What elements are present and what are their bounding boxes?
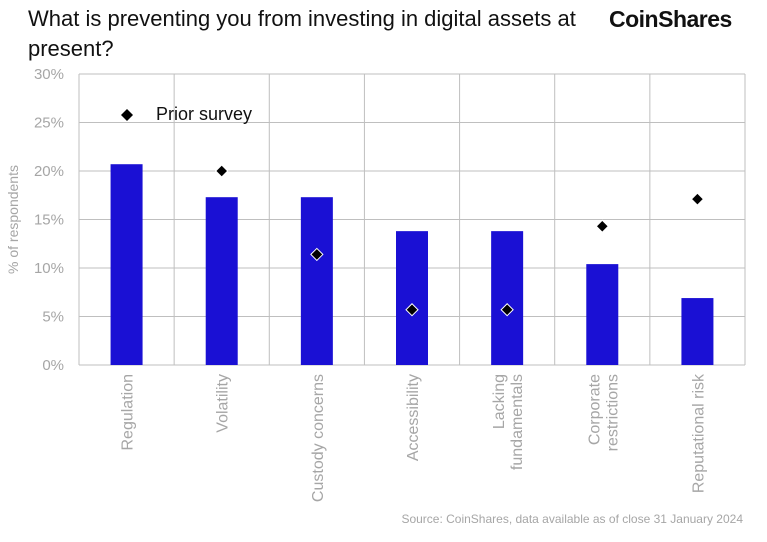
bar-3 [300,197,333,365]
x-category-label: restrictions [604,374,621,451]
chart-title: What is preventing you from investing in… [28,6,576,61]
y-tick-label: 0% [42,357,64,374]
bar-2 [205,197,238,365]
legend-diamond-icon [121,109,133,121]
coinshares-logo: CoinShares [609,6,732,32]
y-tick-label: 20% [34,163,64,180]
bar-4 [396,231,428,365]
bar-5 [491,231,524,365]
source-note: Source: CoinShares, data available as of… [401,512,743,526]
prior-survey-marker-7 [690,192,705,206]
prior-survey-marker-4 [405,303,419,317]
x-category-label: Custody concerns [310,374,327,502]
x-category-label: Corporate [586,374,603,445]
bar-6 [586,264,619,365]
prior-survey-marker-3 [310,247,324,262]
x-category-label: Volatility [215,374,232,433]
x-category-label: fundamentals [509,374,526,470]
x-category-label: Regulation [120,374,137,451]
bar-7 [681,298,714,365]
y-tick-label: 30% [34,66,64,83]
y-tick-label: 25% [34,115,64,132]
prior-survey-marker-2 [215,164,229,178]
y-tick-label: 15% [34,212,64,229]
prior-survey-marker-5 [500,303,514,317]
legend-label: Prior survey [156,104,252,124]
y-tick-label: 5% [42,309,64,326]
y-tick-label: 10% [34,260,64,277]
x-category-label: Accessibility [405,374,422,461]
x-category-label: Reputational risk [690,373,707,493]
y-axis-title: % of respondents [5,165,21,274]
x-category-label: Lacking [491,374,508,429]
prior-survey-marker-6 [595,219,609,233]
bar-1 [110,164,143,365]
